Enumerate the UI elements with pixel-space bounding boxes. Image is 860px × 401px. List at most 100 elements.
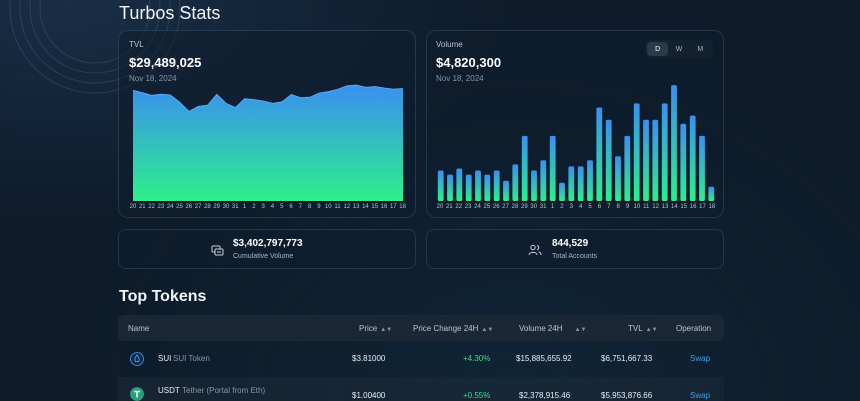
column-name: Name xyxy=(128,324,150,333)
tvl-tick-label: 18 xyxy=(399,204,406,210)
table-row[interactable]: USDT Tether (Portal from Eth) $1.00400 +… xyxy=(118,377,724,401)
volume-tick-label: 31 xyxy=(539,204,547,210)
volume-date: Nov 18, 2024 xyxy=(436,74,484,83)
column-price-change[interactable]: Price Change 24H ▲▼ xyxy=(413,324,493,333)
tvl-line xyxy=(133,84,403,113)
table-row[interactable]: SUI SUI Token $3.81000 +4.30% $15,885,65… xyxy=(118,342,724,376)
volume-bar[interactable] xyxy=(624,135,631,201)
volume-bar[interactable] xyxy=(652,119,659,201)
volume-tick-label: 29 xyxy=(521,204,528,210)
token-name: Tether (Portal from Eth) xyxy=(182,386,266,395)
volume-bar[interactable] xyxy=(708,186,715,201)
volume-tick-label: 1 xyxy=(550,204,555,210)
volume-bar[interactable] xyxy=(549,135,556,201)
sort-icon: ▲▼ xyxy=(645,327,658,333)
volume-bar[interactable] xyxy=(577,166,584,201)
tvl-tick-label: 17 xyxy=(389,204,397,210)
swap-button[interactable]: Swap xyxy=(690,354,711,363)
token-symbol: SUI xyxy=(158,354,172,363)
usdt-token-icon xyxy=(130,387,144,401)
period-toggle: D W M xyxy=(645,40,713,58)
top-tokens-title: Top Tokens xyxy=(119,288,207,305)
volume-label: Volume xyxy=(436,40,463,49)
period-day-button[interactable]: D xyxy=(647,42,669,56)
volume-bar[interactable] xyxy=(689,115,696,201)
volume-bar-chart xyxy=(437,85,715,202)
tvl-tick-label: 15 xyxy=(371,204,379,210)
volume-tick-label: 23 xyxy=(464,204,472,210)
column-volume-label: Volume 24H xyxy=(519,324,563,333)
column-tvl[interactable]: TVL ▲▼ xyxy=(628,324,658,333)
tvl-tick-label: 3 xyxy=(261,204,265,210)
column-operation: Operation xyxy=(676,324,712,333)
swap-button[interactable]: Swap xyxy=(690,391,711,400)
volume-bar[interactable] xyxy=(456,168,463,202)
tvl-tick-label: 13 xyxy=(352,204,360,210)
volume-tick-label: 12 xyxy=(652,204,659,210)
volume-bar[interactable] xyxy=(587,160,593,201)
volume-bar[interactable] xyxy=(512,164,519,201)
volume-tick-label: 14 xyxy=(671,204,678,210)
tvl-tick-label: 9 xyxy=(317,204,321,210)
tvl-area-chart xyxy=(133,84,403,201)
volume-bar[interactable] xyxy=(671,85,677,201)
volume-bar[interactable] xyxy=(633,103,640,201)
volume-bar[interactable] xyxy=(699,135,705,201)
volume-bar[interactable] xyxy=(484,174,491,201)
column-price[interactable]: Price ▲▼ xyxy=(359,324,392,333)
tvl-tick-label: 23 xyxy=(157,204,165,210)
tvl-tick-label: 25 xyxy=(176,204,183,210)
token-volume: $15,885,655.92 xyxy=(516,354,572,363)
volume-tick-label: 24 xyxy=(474,204,481,210)
tvl-tick-label: 14 xyxy=(362,204,369,210)
volume-tick-label: 27 xyxy=(502,204,509,210)
volume-bar[interactable] xyxy=(447,174,453,201)
column-volume[interactable]: Volume 24H ▲▼ xyxy=(519,324,586,333)
tvl-tick-label: 20 xyxy=(129,204,137,210)
volume-tick-label: 17 xyxy=(699,204,706,210)
period-month-button[interactable]: M xyxy=(697,45,704,53)
volume-bar[interactable] xyxy=(615,156,621,201)
column-price-label: Price xyxy=(359,324,378,333)
volume-bar[interactable] xyxy=(437,170,444,202)
token-tvl: $6,751,667.33 xyxy=(601,354,653,363)
volume-bar[interactable] xyxy=(531,170,537,202)
volume-bar[interactable] xyxy=(465,174,472,201)
volume-tick-label: 28 xyxy=(511,204,519,210)
tvl-tick-label: 8 xyxy=(307,204,312,210)
column-tvl-label: TVL xyxy=(628,324,643,333)
tvl-tick-label: 27 xyxy=(194,204,202,210)
token-price: $3.81000 xyxy=(352,354,386,363)
cumulative-volume-card: $3,402,797,773 Cumulative Volume xyxy=(118,229,416,269)
volume-bar[interactable] xyxy=(596,107,603,202)
volume-tick-label: 4 xyxy=(578,204,583,210)
tvl-tick-label: 5 xyxy=(280,204,284,210)
volume-bar[interactable] xyxy=(521,135,528,201)
volume-tick-label: 26 xyxy=(492,204,500,210)
volume-bar[interactable] xyxy=(680,123,687,201)
total-accounts-value: 844,529 xyxy=(552,238,589,249)
token-tvl: $5,953,876.66 xyxy=(601,391,653,400)
period-week-button[interactable]: W xyxy=(675,45,683,53)
volume-bar[interactable] xyxy=(605,119,612,201)
volume-bar[interactable] xyxy=(475,170,481,202)
volume-bar[interactable] xyxy=(540,160,547,201)
stack-coins-icon xyxy=(211,245,224,256)
token-name: SUI Token xyxy=(173,354,210,363)
volume-bar[interactable] xyxy=(493,170,500,202)
volume-bar[interactable] xyxy=(643,119,649,201)
token-price: $1.00400 xyxy=(352,391,386,400)
token-price-change: +0.55% xyxy=(463,391,491,400)
tvl-tick-label: 12 xyxy=(343,204,351,210)
volume-value: $4,820,300 xyxy=(436,55,502,70)
volume-tick-label: 21 xyxy=(446,204,453,210)
tvl-tick-label: 6 xyxy=(289,204,293,210)
token-volume: $2,378,915.46 xyxy=(519,391,571,400)
tvl-value: $29,489,025 xyxy=(129,55,202,70)
volume-bar[interactable] xyxy=(559,182,565,201)
volume-tick-label: 8 xyxy=(616,204,620,210)
volume-bar[interactable] xyxy=(503,180,509,201)
volume-bar[interactable] xyxy=(568,166,575,201)
tvl-tick-label: 21 xyxy=(138,204,146,210)
volume-bar[interactable] xyxy=(661,103,668,201)
